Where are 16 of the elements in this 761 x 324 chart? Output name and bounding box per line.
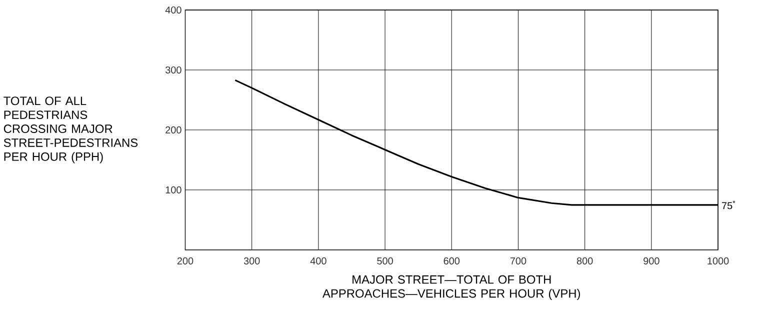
x-tick-label: 700 [510,257,526,265]
x-tick-label: 300 [244,257,260,265]
y-tick-label: 300 [165,66,182,74]
x-tick-label: 400 [310,257,326,265]
y-tick-label: 100 [166,186,182,194]
x-tick-label: 1000 [708,257,729,265]
x-tick-label: 600 [444,257,460,265]
x-tick-label: 800 [576,257,593,265]
x-tick-label: 500 [377,257,393,265]
y-axis-title: TOTAL OF ALL PEDESTRIANS CROSSING MAJOR STREET-PEDESTRIANS PER HOUR (PPH) [4,96,138,164]
y-tick-label: 400 [165,6,182,14]
x-axis-title: MAJOR STREET—TOTAL OF BOTH APPROACHES—VEHICLES PER HOUR (VPH) [322,275,580,300]
x-tick-label: 200 [177,257,194,265]
x-tick-label: 900 [644,257,660,265]
annotation: 75$^{*}$ [722,200,736,210]
y-tick-label: 200 [166,126,182,134]
